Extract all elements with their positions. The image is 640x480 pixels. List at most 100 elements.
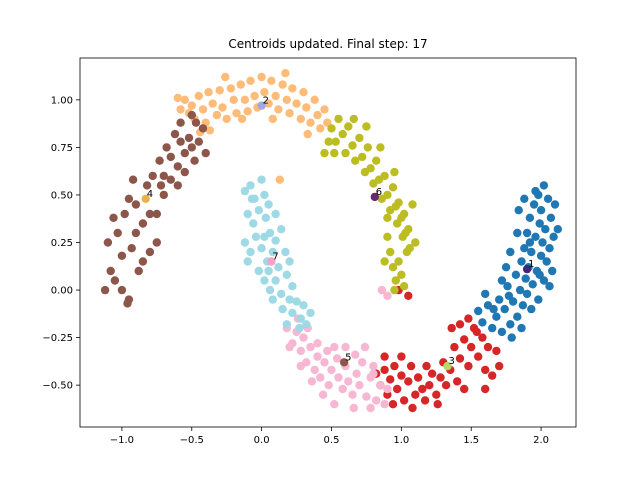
data-point-cluster-2	[433, 400, 442, 409]
data-point-cluster-5	[366, 164, 375, 173]
data-point-cluster-6	[260, 276, 269, 285]
data-point-cluster-4	[318, 390, 328, 399]
data-point-cluster-3	[173, 162, 182, 171]
data-point-cluster-2	[386, 375, 395, 384]
data-point-cluster-0	[497, 327, 507, 337]
data-point-cluster-5	[404, 225, 413, 234]
data-point-cluster-1	[296, 114, 305, 124]
data-point-cluster-5	[386, 247, 395, 257]
data-point-cluster-3	[152, 209, 161, 219]
x-tick-label: 1.0	[393, 435, 409, 446]
data-point-cluster-4	[351, 350, 360, 359]
data-point-cluster-6	[271, 276, 280, 285]
data-point-cluster-6	[285, 257, 294, 266]
y-tick-label: 1.00	[51, 95, 73, 106]
data-point-cluster-6	[254, 266, 263, 276]
data-point-cluster-4	[355, 381, 364, 390]
x-tick-label: 0.0	[254, 435, 270, 446]
data-point-cluster-1	[180, 95, 189, 105]
data-point-cluster-0	[488, 323, 497, 333]
data-point-cluster-3	[201, 148, 210, 158]
data-point-cluster-0	[546, 213, 556, 222]
data-point-cluster-2	[404, 377, 413, 386]
data-point-cluster-0	[500, 304, 509, 314]
data-point-cluster-4	[313, 339, 322, 348]
data-point-cluster-0	[506, 247, 515, 257]
data-point-cluster-0	[503, 282, 512, 291]
data-point-cluster-1	[316, 124, 325, 133]
data-point-cluster-2	[472, 327, 481, 337]
data-point-cluster-5	[363, 143, 372, 152]
data-point-cluster-0	[527, 247, 536, 257]
data-point-cluster-2	[408, 403, 417, 413]
data-point-cluster-1	[257, 72, 266, 82]
data-point-cluster-4	[366, 403, 375, 413]
data-point-cluster-6	[295, 323, 304, 333]
data-point-cluster-1	[205, 126, 215, 135]
data-point-cluster-4	[376, 381, 385, 390]
data-point-cluster-2	[393, 384, 402, 394]
data-point-cluster-2	[420, 396, 430, 405]
data-point-cluster-2	[380, 352, 389, 361]
data-point-cluster-5	[394, 198, 403, 207]
data-point-cluster-1	[288, 84, 297, 93]
data-point-cluster-5	[399, 282, 409, 291]
data-point-cluster-0	[520, 244, 529, 253]
data-point-cluster-1	[237, 114, 247, 124]
data-point-cluster-1	[271, 91, 280, 101]
centroid-marker-4	[141, 194, 150, 203]
data-point-cluster-6	[257, 175, 266, 184]
data-point-cluster-5	[388, 263, 398, 272]
data-point-cluster-3	[159, 171, 168, 181]
centroid-label-2: 2	[263, 96, 269, 107]
data-point-cluster-4	[307, 377, 317, 386]
centroids: 1 2 3 4 5 6 7	[141, 96, 534, 371]
data-point-cluster-0	[535, 219, 544, 228]
data-point-cluster-2	[397, 352, 406, 361]
data-point-cluster-1	[306, 118, 315, 127]
data-point-cluster-0	[525, 213, 535, 222]
data-point-cluster-1	[194, 91, 203, 101]
y-tick-label: 0.50	[51, 190, 73, 201]
data-point-cluster-0	[525, 238, 535, 247]
data-point-cluster-3	[180, 148, 189, 158]
data-point-cluster-5	[334, 114, 343, 124]
data-point-cluster-4	[349, 403, 358, 413]
data-point-cluster-2	[488, 371, 497, 380]
data-point-cluster-0	[511, 270, 521, 279]
data-point-cluster-5	[355, 133, 364, 143]
data-point-cluster-5	[349, 114, 358, 124]
data-point-cluster-5	[358, 152, 367, 162]
data-point-cluster-6	[264, 200, 273, 209]
data-point-cluster-4	[334, 373, 343, 382]
data-point-cluster-4	[310, 365, 319, 375]
data-point-cluster-0	[478, 318, 487, 327]
centroid-label-3: 3	[449, 356, 455, 367]
data-point-cluster-2	[422, 361, 431, 371]
data-point-cluster-4	[344, 377, 353, 386]
data-point-cluster-6	[271, 236, 280, 245]
data-point-cluster-0	[515, 285, 525, 295]
data-point-cluster-1	[226, 84, 236, 93]
data-point-cluster-5	[397, 270, 406, 279]
data-point-cluster-3	[152, 238, 161, 247]
data-point-cluster-6	[240, 186, 250, 196]
data-point-cluster-3	[166, 152, 175, 162]
data-point-cluster-3	[131, 228, 141, 238]
data-point-cluster-0	[522, 289, 532, 299]
data-point-cluster-5	[362, 122, 371, 131]
data-point-cluster-3	[176, 118, 185, 127]
data-point-cluster-5	[390, 285, 399, 295]
data-point-cluster-6	[292, 297, 301, 306]
data-point-cluster-0	[534, 295, 543, 304]
data-point-cluster-3	[155, 156, 164, 165]
data-point-cluster-6	[260, 190, 269, 200]
data-point-cluster-2	[418, 384, 427, 394]
data-point-cluster-2	[483, 342, 493, 352]
data-point-cluster-0	[531, 186, 540, 196]
centroid-label-4: 4	[147, 189, 153, 200]
data-point-cluster-1	[275, 175, 284, 184]
data-point-cluster-0	[545, 282, 554, 291]
data-point-cluster-1	[250, 91, 259, 101]
